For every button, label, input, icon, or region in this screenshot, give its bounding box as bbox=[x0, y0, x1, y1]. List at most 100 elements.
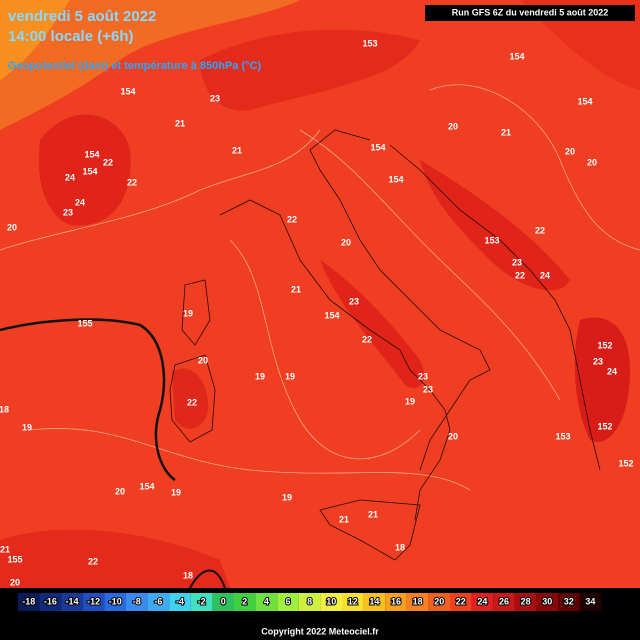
colorbar-cell bbox=[39, 593, 62, 611]
contour-label: 21 bbox=[232, 145, 242, 155]
colorbar-label: 4 bbox=[264, 596, 269, 606]
warm-zone bbox=[0, 0, 70, 80]
geopotential-155 bbox=[189, 569, 226, 589]
contour-label: 19 bbox=[255, 371, 265, 381]
colorbar-cell bbox=[342, 593, 364, 611]
colorbar-label: 14 bbox=[369, 596, 379, 606]
colorbar-label: 24 bbox=[477, 596, 487, 606]
contour-label: 20 bbox=[587, 157, 597, 167]
contour-label: 20 bbox=[198, 355, 208, 365]
hot-zone bbox=[320, 260, 425, 389]
contour-label: 21 bbox=[501, 127, 511, 137]
contour-label: 154 bbox=[84, 149, 99, 159]
hot-zone bbox=[420, 160, 570, 291]
contour-label: 19 bbox=[171, 487, 181, 497]
colorbar-label: 10 bbox=[326, 596, 336, 606]
isotherm bbox=[0, 129, 321, 251]
contour-label: 21 bbox=[291, 284, 301, 294]
copyright: Copyright 2022 Meteociel.fr bbox=[261, 626, 379, 636]
colorbar-cell bbox=[234, 593, 256, 611]
contour-label: 22 bbox=[88, 556, 98, 566]
contour-label: 154 bbox=[577, 96, 592, 106]
colorbar-cell bbox=[61, 593, 83, 611]
run-label: Run GFS 6Z du vendredi 5 août 2022 bbox=[452, 7, 609, 17]
colorbar-cell bbox=[320, 593, 342, 611]
contour-label: 19 bbox=[22, 422, 32, 432]
colorbar-cell bbox=[298, 593, 321, 611]
contour-label: 154 bbox=[139, 481, 154, 491]
colorbar-cell bbox=[428, 593, 450, 611]
colorbar-label: 8 bbox=[307, 596, 312, 606]
hot-zone bbox=[172, 368, 209, 429]
map-background bbox=[0, 0, 640, 588]
colorbar-label: 28 bbox=[521, 596, 531, 606]
contour-label: 154 bbox=[388, 174, 403, 184]
contour-label: 154 bbox=[509, 51, 524, 61]
contour-label: 23 bbox=[418, 371, 428, 381]
colorbar-cell bbox=[18, 593, 40, 611]
colorbar-cell bbox=[212, 593, 234, 611]
contour-label: 22 bbox=[287, 214, 297, 224]
contour-label: 20 bbox=[565, 146, 575, 156]
contour-label: 153 bbox=[362, 38, 377, 48]
coastline bbox=[169, 354, 216, 443]
contour-label: 24 bbox=[540, 270, 550, 280]
contour-label: 23 bbox=[512, 257, 522, 267]
colorbar-label: 30 bbox=[542, 596, 552, 606]
colorbar-label: 18 bbox=[413, 596, 423, 606]
colorbar-label: -10 bbox=[109, 596, 122, 606]
contour-label: 21 bbox=[368, 509, 378, 519]
colorbar-cell bbox=[126, 593, 148, 611]
colorbar-cell bbox=[385, 593, 407, 611]
colorbar-label: 0 bbox=[221, 596, 226, 606]
isotherm bbox=[299, 129, 561, 401]
colorbar-label: -4 bbox=[176, 596, 184, 606]
colorbar-cell bbox=[363, 593, 386, 611]
colorbar-label: 34 bbox=[585, 596, 595, 606]
colorbar-cell bbox=[514, 593, 537, 611]
contour-label: 19 bbox=[285, 371, 295, 381]
contour-label: 23 bbox=[593, 356, 603, 366]
colorbar-label: 22 bbox=[456, 596, 466, 606]
colorbar-label: 32 bbox=[564, 596, 574, 606]
run-box bbox=[425, 5, 635, 21]
isotherm bbox=[29, 428, 471, 491]
colorbar-label: -2 bbox=[198, 596, 206, 606]
contour-label: 154 bbox=[82, 166, 97, 176]
warm-zone bbox=[0, 0, 300, 130]
contour-label: 24 bbox=[75, 197, 85, 207]
contour-label: 154 bbox=[120, 86, 135, 96]
coastline bbox=[219, 199, 451, 521]
colorbar-cell bbox=[450, 593, 472, 611]
colorbar-cell bbox=[82, 593, 105, 611]
contour-label: 23 bbox=[423, 384, 433, 394]
contour-label: 19 bbox=[405, 396, 415, 406]
contour-label: 20 bbox=[115, 486, 125, 496]
colorbar-cell bbox=[536, 593, 558, 611]
contour-label: 155 bbox=[77, 318, 92, 328]
contour-label: 23 bbox=[210, 93, 220, 103]
colorbar-label: -12 bbox=[87, 596, 100, 606]
colorbar-cell bbox=[104, 593, 126, 611]
hot-zone bbox=[520, 0, 640, 90]
contour-label: 22 bbox=[103, 157, 113, 167]
colorbar-label: -18 bbox=[22, 596, 35, 606]
contour-label: 153 bbox=[555, 431, 570, 441]
colorbar-label: 26 bbox=[499, 596, 509, 606]
contour-label: 152 bbox=[597, 421, 612, 431]
colorbar-cell bbox=[277, 593, 299, 611]
contour-label: 154 bbox=[324, 310, 339, 320]
colorbar-cell bbox=[190, 593, 213, 611]
coastline bbox=[319, 499, 421, 561]
coastline bbox=[389, 144, 601, 471]
colorbar-cell bbox=[406, 593, 429, 611]
contour-label: 22 bbox=[187, 397, 197, 407]
contour-label: 152 bbox=[597, 340, 612, 350]
contour-label: 20 bbox=[10, 577, 20, 587]
isotherm bbox=[429, 84, 640, 251]
hot-zone bbox=[574, 317, 630, 442]
colorbar-label: -8 bbox=[133, 596, 141, 606]
contour-label: 22 bbox=[127, 177, 137, 187]
